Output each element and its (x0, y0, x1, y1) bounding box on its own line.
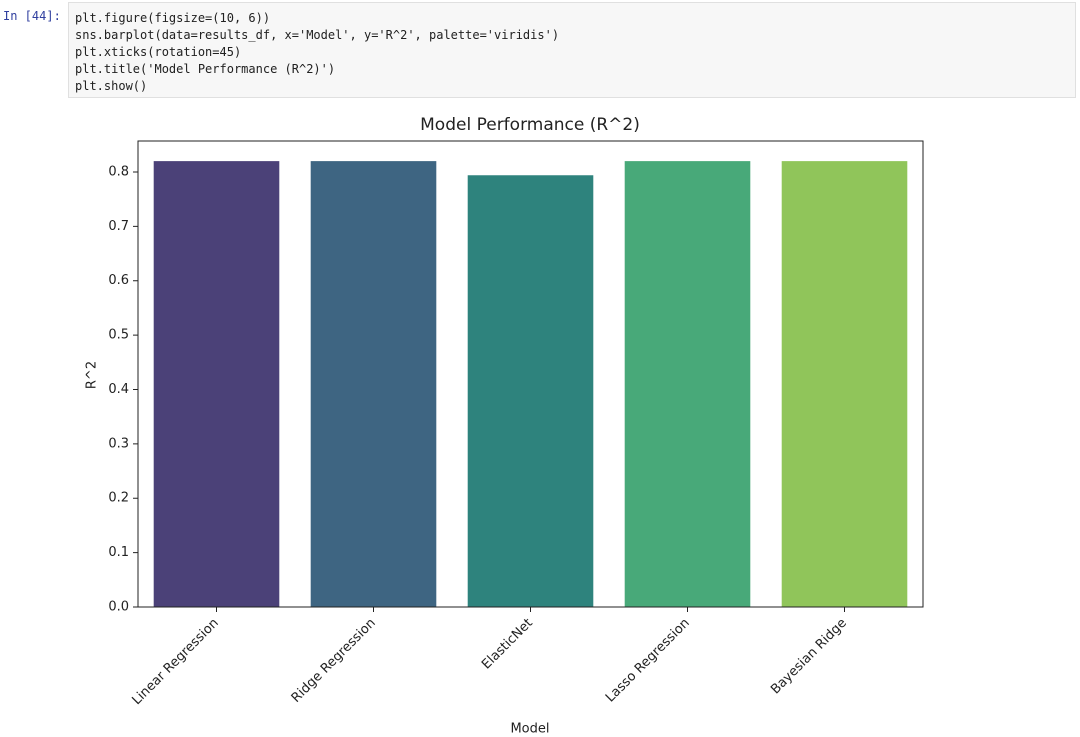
code-line: plt.xticks(rotation=45) (75, 45, 242, 59)
bar (781, 161, 908, 607)
x-tick-label: ElasticNet (479, 616, 536, 673)
y-tick-label: 0.6 (108, 273, 129, 288)
y-tick-label: 0.0 (108, 600, 129, 615)
code-line: plt.title('Model Performance (R^2)') (75, 62, 336, 76)
y-tick-label: 0.1 (108, 545, 129, 560)
code-line: plt.figure(figsize=(10, 6)) (75, 11, 271, 25)
y-tick-label: 0.4 (108, 382, 129, 397)
bar (467, 175, 594, 607)
x-tick-label: Lasso Regression (603, 616, 693, 706)
x-tick-label: Ridge Regression (289, 616, 379, 706)
cell-prompt: In [44]: (3, 9, 61, 23)
x-tick-label: Bayesian Ridge (768, 616, 850, 698)
y-tick-label: 0.8 (108, 164, 129, 179)
x-axis-label: Model (510, 722, 549, 737)
code-line: plt.show() (75, 79, 148, 93)
y-tick-label: 0.3 (108, 436, 129, 451)
plot-frame (137, 140, 924, 608)
bar (310, 161, 437, 607)
chart-title: Model Performance (R^2) (420, 115, 640, 135)
code-line: sns.barplot(data=results_df, x='Model', … (75, 28, 560, 42)
y-axis-label: R^2 (85, 361, 100, 389)
code-cell[interactable]: plt.figure(figsize=(10, 6)) sns.barplot(d… (68, 2, 1076, 98)
y-tick-label: 0.2 (108, 491, 129, 506)
bar (624, 161, 751, 607)
bar (153, 161, 280, 607)
y-tick-label: 0.5 (108, 328, 129, 343)
y-tick-label: 0.7 (108, 219, 129, 234)
x-tick-label: Linear Regression (129, 616, 221, 708)
